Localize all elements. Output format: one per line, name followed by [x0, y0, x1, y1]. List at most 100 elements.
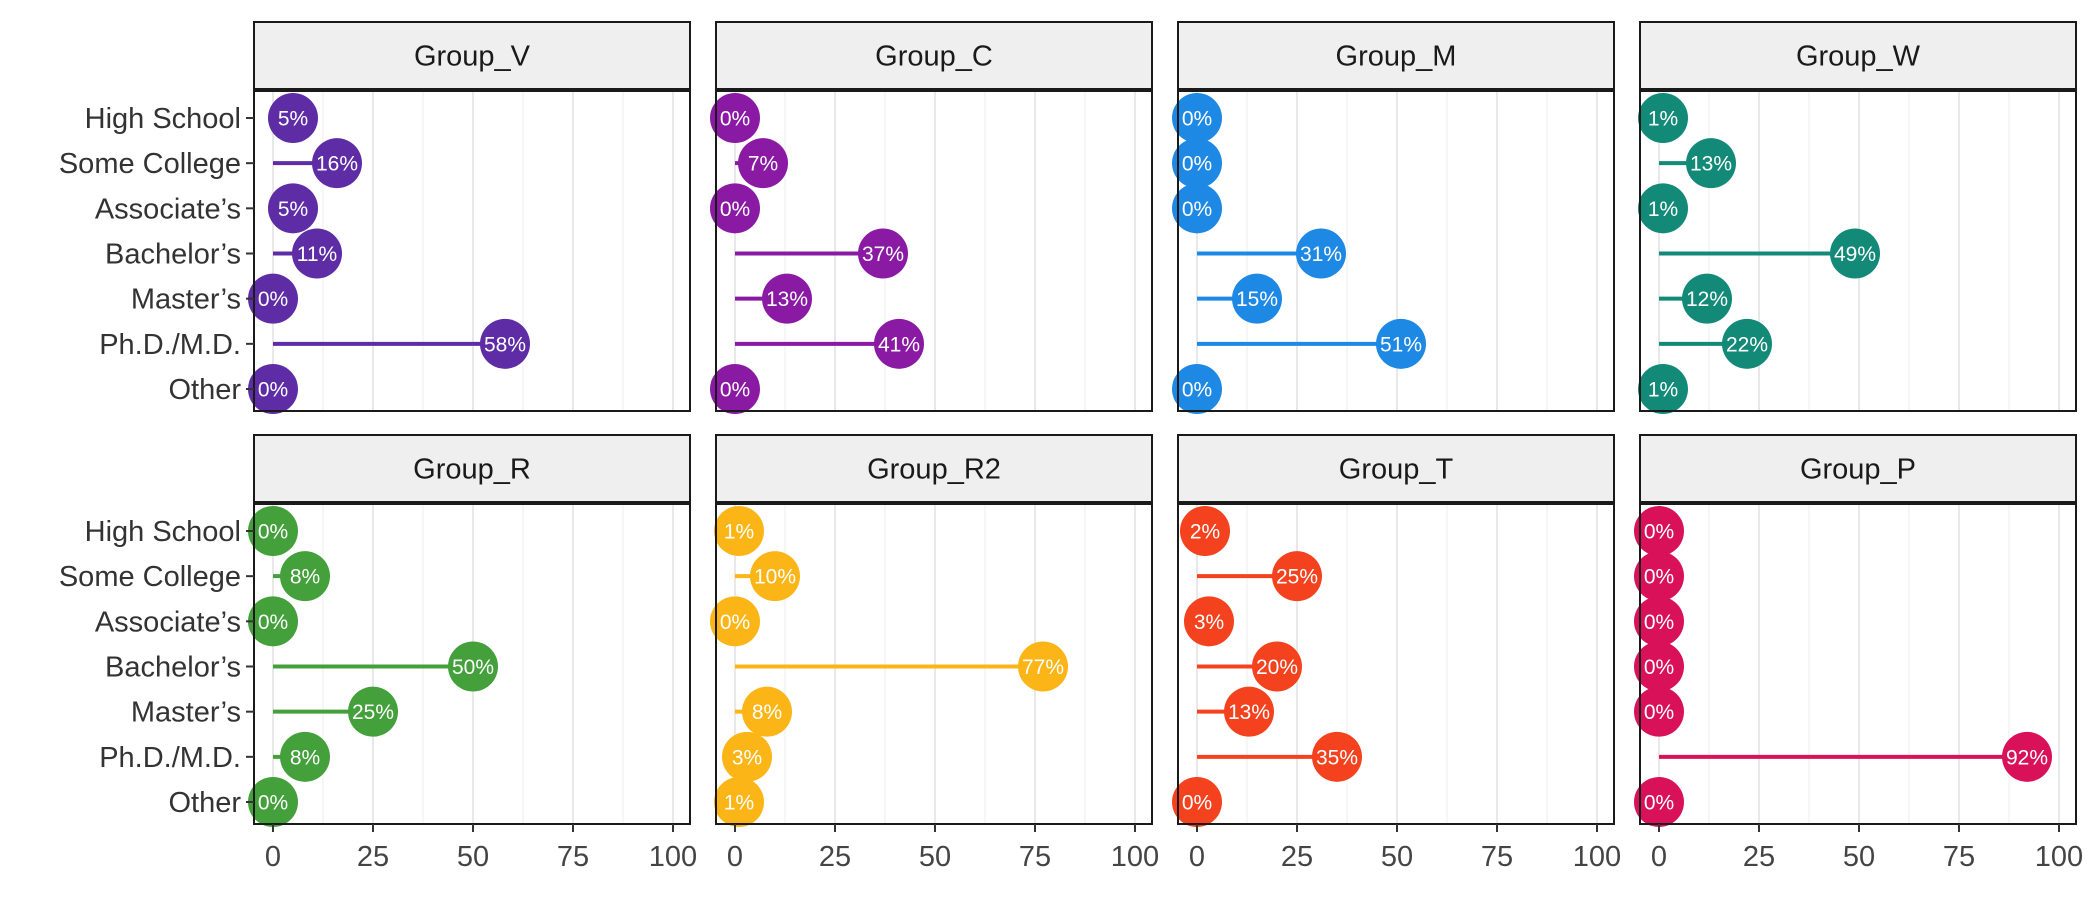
data-label: 58%: [484, 333, 526, 356]
data-label: 11%: [297, 243, 337, 266]
x-tick-label: 100: [649, 841, 697, 873]
data-label: 16%: [316, 153, 358, 176]
lollipop-dot: [1312, 731, 1362, 782]
x-tick-label: 50: [1381, 841, 1413, 873]
facet-strip: [715, 21, 1153, 90]
plot-background: [1178, 504, 1614, 824]
data-label: 92%: [2006, 746, 2048, 769]
data-label: 12%: [1686, 288, 1728, 311]
panel-border: [1177, 90, 1615, 412]
data-label: 0%: [258, 379, 288, 402]
y-tick-label: High School: [85, 103, 241, 135]
data-label: 0%: [258, 792, 288, 815]
data-label: 0%: [1182, 198, 1212, 221]
facet-strip-title: Group_M: [1336, 41, 1457, 73]
y-tick-label: High School: [85, 516, 241, 548]
data-label: 0%: [720, 198, 750, 221]
data-label: 20%: [1256, 656, 1298, 679]
x-tick-label: 75: [1019, 841, 1051, 873]
data-label: 0%: [1644, 792, 1674, 815]
lollipop-dot: [738, 138, 788, 189]
lollipop-dot: [268, 183, 318, 234]
lollipop-dot: [710, 364, 760, 414]
y-tick-label: Bachelor’s: [105, 652, 241, 684]
lollipop-dot: [1686, 138, 1736, 189]
x-tick-label: 25: [1743, 841, 1775, 873]
lollipop-dot: [280, 731, 330, 782]
lollipop-dot: [1376, 318, 1426, 369]
lollipop-dot: [1252, 641, 1302, 692]
lollipop-dot: [1172, 777, 1222, 827]
x-tick-label: 100: [1573, 841, 1621, 873]
y-tick-label: Other: [168, 787, 241, 819]
lollipop-dot: [1638, 93, 1688, 143]
x-tick-label: 0: [727, 841, 743, 873]
facet-strip-title: Group_R2: [867, 454, 1001, 486]
lollipop-dot: [1296, 228, 1346, 279]
lollipop-dot: [1018, 641, 1068, 692]
data-label: 37%: [862, 243, 904, 266]
lollipop-dot: [1638, 183, 1688, 234]
lollipop-dot: [1634, 777, 1684, 827]
lollipop-dot: [1172, 93, 1222, 143]
x-tick-label: 0: [1651, 841, 1667, 873]
x-tick-label: 25: [357, 841, 389, 873]
x-tick-label: 0: [1189, 841, 1205, 873]
lollipop-dot: [1830, 228, 1880, 279]
data-label: 10%: [754, 566, 796, 589]
x-tick-label: 0: [265, 841, 281, 873]
y-tick-label: Ph.D./M.D.: [99, 742, 241, 774]
facet-panel-group_r2: Group_R21%10%0%77%8%3%1%0 25 50 75 100: [710, 434, 1159, 873]
lollipop-dot: [292, 228, 342, 279]
lollipop-dot: [280, 551, 330, 602]
data-label: 22%: [1726, 333, 1768, 356]
facet-strip-title: Group_W: [1796, 41, 1921, 73]
y-tick-label: Bachelor’s: [105, 239, 241, 271]
lollipop-dot: [1224, 686, 1274, 737]
lollipop-dot: [480, 318, 530, 369]
lollipop-dot: [448, 641, 498, 692]
data-label: 2%: [1190, 521, 1220, 544]
data-label: 3%: [1194, 611, 1224, 634]
facet-panel-group_c: Group_C 0% 7% 0% 37% 13% 41% 0%: [710, 21, 1153, 414]
data-label: 50%: [452, 656, 494, 679]
facet-strip-title: Group_C: [875, 41, 993, 73]
y-tick-label: Ph.D./M.D.: [99, 329, 241, 361]
data-label: 8%: [290, 566, 320, 589]
data-label: 0%: [1644, 656, 1674, 679]
plot-background: [1640, 504, 2076, 824]
data-label: 1%: [1648, 108, 1678, 131]
facet-strip-title: Group_R: [413, 454, 531, 486]
y-tick-label: Associate’s: [95, 606, 241, 638]
data-label: 31%: [1300, 243, 1342, 266]
x-tick-label: 50: [1843, 841, 1875, 873]
data-label: 1%: [1648, 198, 1678, 221]
lollipop-dot: [248, 273, 298, 324]
data-label: 0%: [1182, 153, 1212, 176]
lollipop-dot: [348, 686, 398, 737]
lollipop-dot: [1634, 686, 1684, 737]
x-tick-label: 25: [819, 841, 851, 873]
data-label: 0%: [1644, 566, 1674, 589]
data-label: 0%: [258, 521, 288, 544]
data-label: 5%: [278, 198, 308, 221]
lollipop-dot: [722, 731, 772, 782]
facet-strip-title: Group_V: [414, 41, 531, 73]
lollipop-dot: [1180, 506, 1230, 556]
lollipop-dot: [1634, 506, 1684, 556]
data-label: 8%: [290, 746, 320, 769]
lollipop-dot: [1172, 183, 1222, 234]
facet-strip: [253, 434, 691, 503]
x-tick-label: 75: [1481, 841, 1513, 873]
lollipop-dot: [710, 183, 760, 234]
lollipop-dot: [714, 777, 764, 827]
data-label: 0%: [720, 611, 750, 634]
lollipop-dot: [750, 551, 800, 602]
data-label: 35%: [1316, 746, 1358, 769]
data-label: 0%: [1644, 611, 1674, 634]
facet-strip: [1639, 434, 2077, 503]
lollipop-dot: [762, 273, 812, 324]
facet-strip: [1177, 21, 1615, 90]
facet-panel-group_v: Group_V 5% 16% 5% 11% 0% 58% 0% High School Some …: [59, 21, 691, 414]
